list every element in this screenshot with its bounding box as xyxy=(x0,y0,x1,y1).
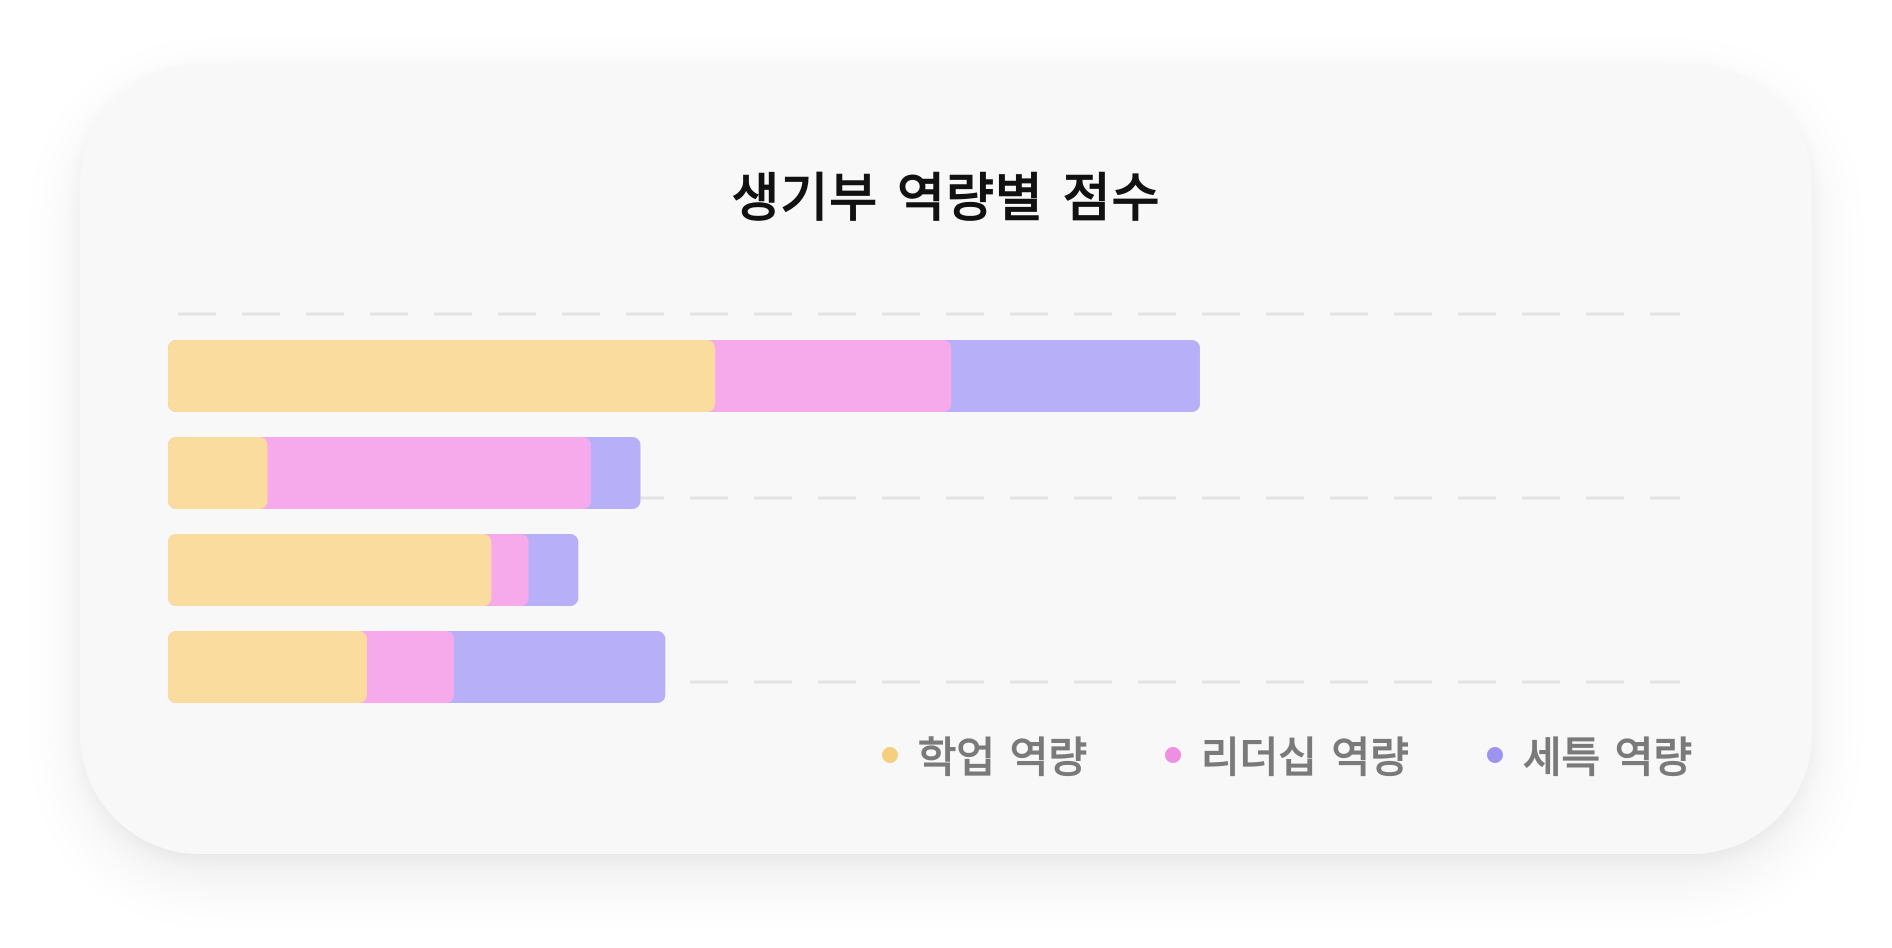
legend-item-academic: 학업 역량 xyxy=(881,724,1087,785)
legend-dot-setuk xyxy=(1486,746,1503,763)
bar-1-series-0 xyxy=(168,437,268,509)
stacked-bar-chart xyxy=(168,312,1680,703)
legend-label-academic: 학업 역량 xyxy=(917,733,1087,782)
bar-3-series-0 xyxy=(168,631,367,703)
legend-item-leadership: 리더십 역량 xyxy=(1164,724,1409,785)
legend-label-leadership: 리더십 역량 xyxy=(1200,733,1409,782)
legend-label-setuk: 세특 역량 xyxy=(1522,733,1692,782)
legend-dot-leadership xyxy=(1164,746,1181,763)
chart-legend: 학업 역량 리더십 역량 세특 역량 xyxy=(881,724,1692,785)
legend-item-setuk: 세특 역량 xyxy=(1486,724,1692,785)
chart-title: 생기부 역량별 점수 xyxy=(731,169,1161,229)
bar-2-series-0 xyxy=(168,534,492,606)
bar-1-series-1 xyxy=(168,437,591,509)
bar-0-series-0 xyxy=(168,340,716,412)
legend-dot-academic xyxy=(881,746,898,763)
chart-card: 생기부 역량별 점수 학업 역량 리더십 역량 세특 역량 xyxy=(80,64,1812,854)
